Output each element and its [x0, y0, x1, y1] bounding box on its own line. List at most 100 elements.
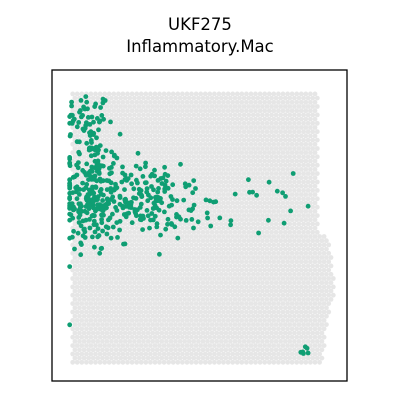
background-spot [109, 330, 114, 336]
background-spot [280, 167, 286, 172]
background-spot [100, 305, 105, 311]
background-spot [292, 112, 297, 118]
background-spot [111, 343, 117, 348]
background-spot [264, 221, 270, 227]
background-spot [317, 334, 322, 340]
background-spot [132, 229, 137, 235]
background-spot [253, 108, 258, 114]
background-spot [312, 284, 318, 290]
background-spot [74, 91, 80, 97]
background-spot [86, 297, 92, 302]
background-spot [225, 351, 231, 357]
background-spot [86, 246, 92, 252]
background-spot [223, 339, 229, 344]
highlighted-spot [92, 229, 98, 235]
background-spot [200, 288, 206, 294]
background-spot [157, 301, 162, 306]
background-spot [141, 95, 146, 101]
background-spot [246, 313, 252, 319]
background-spot [81, 355, 87, 361]
background-spot [218, 280, 224, 286]
background-spot [196, 154, 201, 160]
background-spot [184, 116, 190, 122]
background-spot [292, 271, 297, 277]
highlighted-spot [93, 185, 99, 190]
background-spot [255, 347, 261, 353]
highlighted-spot [208, 223, 214, 229]
background-spot [106, 284, 112, 290]
background-spot [260, 196, 265, 202]
background-spot [205, 305, 210, 311]
background-spot [88, 301, 94, 306]
background-spot [260, 339, 265, 344]
background-spot [246, 213, 252, 219]
background-spot [298, 125, 304, 130]
background-spot [111, 309, 117, 315]
background-spot [234, 225, 240, 231]
background-spot [212, 183, 217, 189]
highlighted-spot [78, 201, 83, 207]
background-spot [191, 305, 197, 311]
background-spot [248, 343, 254, 348]
background-spot [182, 271, 188, 277]
background-spot [225, 318, 231, 323]
background-spot [129, 334, 135, 340]
highlighted-spot [70, 174, 76, 180]
background-spot [244, 292, 249, 298]
background-spot [184, 141, 190, 147]
background-spot [255, 288, 261, 294]
background-spot [308, 183, 313, 189]
background-spot [269, 171, 274, 177]
background-spot [175, 108, 181, 114]
background-spot [120, 359, 126, 365]
background-spot [294, 234, 300, 239]
background-spot [127, 162, 133, 168]
background-spot [262, 343, 268, 348]
background-spot [184, 259, 190, 265]
background-spot [184, 200, 190, 206]
background-spot [157, 125, 162, 130]
background-spot [303, 183, 309, 189]
background-spot [289, 99, 295, 105]
background-spot [232, 229, 238, 235]
background-spot [138, 209, 144, 214]
background-spot [129, 133, 135, 139]
background-spot [214, 305, 220, 311]
highlighted-spot [163, 178, 169, 184]
background-spot [232, 288, 238, 294]
background-spot [177, 280, 183, 286]
background-spot [294, 326, 300, 332]
background-spot [157, 259, 162, 265]
background-spot [264, 288, 270, 294]
background-spot [319, 305, 325, 311]
background-spot [157, 326, 162, 332]
background-spot [244, 326, 249, 332]
background-spot [154, 305, 160, 311]
background-spot [246, 288, 252, 294]
background-spot [244, 91, 249, 97]
background-spot [202, 158, 208, 164]
background-spot [257, 141, 263, 147]
background-spot [308, 276, 313, 281]
highlighted-spot [181, 197, 187, 203]
background-spot [191, 213, 197, 219]
background-spot [262, 259, 268, 265]
highlighted-spot [99, 245, 105, 251]
background-spot [138, 133, 144, 139]
background-spot [104, 154, 110, 160]
background-spot [328, 288, 334, 294]
background-spot [157, 116, 162, 122]
background-spot [200, 339, 206, 344]
background-spot [116, 292, 121, 298]
background-spot [154, 120, 160, 126]
background-spot [166, 267, 172, 273]
background-spot [196, 263, 201, 269]
background-spot [255, 95, 261, 101]
background-spot [273, 229, 279, 235]
background-spot [157, 292, 162, 298]
background-spot [228, 154, 233, 160]
background-spot [264, 137, 270, 143]
background-spot [237, 238, 242, 244]
background-spot [237, 129, 242, 135]
background-spot [237, 288, 242, 294]
